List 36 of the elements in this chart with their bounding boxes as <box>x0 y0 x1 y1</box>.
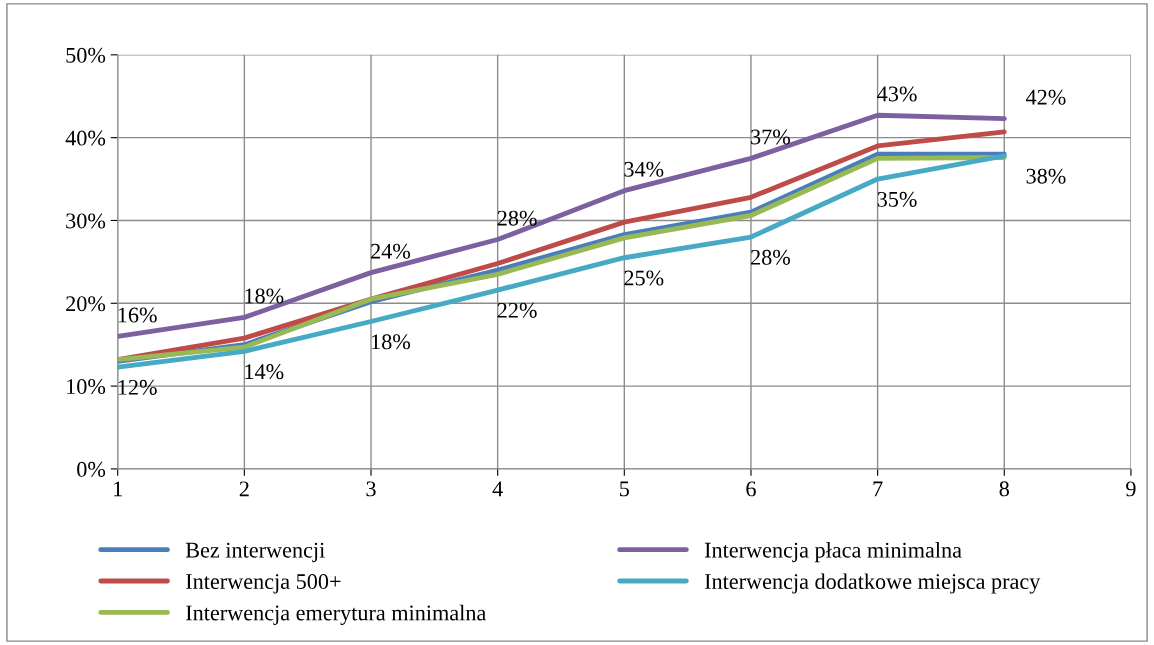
data-label: 16% <box>118 307 157 323</box>
y-tick-label: 30% <box>66 213 106 229</box>
x-tick-label: 4 <box>492 481 503 497</box>
legend-label: Interwencja dodatkowe miejsca pracy <box>704 573 1041 594</box>
data-label: 43% <box>877 86 917 102</box>
x-tick-label: 8 <box>999 481 1009 497</box>
x-tick-label: 9 <box>1126 481 1136 497</box>
legend-label: Bez interwencji <box>185 542 325 563</box>
data-label: 38% <box>1026 168 1066 184</box>
data-label: 22% <box>497 302 537 318</box>
y-tick-label: 0% <box>77 461 106 477</box>
y-tick-label: 40% <box>65 130 106 146</box>
data-label: 28% <box>751 249 791 265</box>
data-label: 18% <box>372 334 411 350</box>
legend-label: Interwencja płaca minimalna <box>704 541 962 563</box>
y-tick-label: 10% <box>67 379 106 395</box>
x-tick-label: 5 <box>620 481 629 497</box>
x-tick-label: 2 <box>239 481 249 497</box>
data-label: 34% <box>624 161 664 177</box>
data-label: 24% <box>371 243 411 259</box>
data-label: 12% <box>118 379 157 395</box>
data-label: 18% <box>245 288 284 304</box>
data-label: 35% <box>877 191 917 207</box>
data-label: 25% <box>624 270 664 286</box>
y-tick-label: 50% <box>66 47 106 63</box>
data-label: 37% <box>751 129 791 145</box>
data-label: 14% <box>245 364 284 380</box>
x-tick-label: 3 <box>366 481 376 497</box>
legend-label: Interwencja emerytura minimalna <box>186 604 487 625</box>
x-tick-label: 6 <box>746 481 756 497</box>
x-tick-label: 7 <box>873 481 883 497</box>
legend-label: Interwencja 500+ <box>186 574 341 594</box>
y-tick-label: 20% <box>66 296 106 312</box>
data-label: 28% <box>497 210 537 226</box>
data-label: 42% <box>1026 89 1066 105</box>
x-tick-label: 1 <box>114 481 122 497</box>
